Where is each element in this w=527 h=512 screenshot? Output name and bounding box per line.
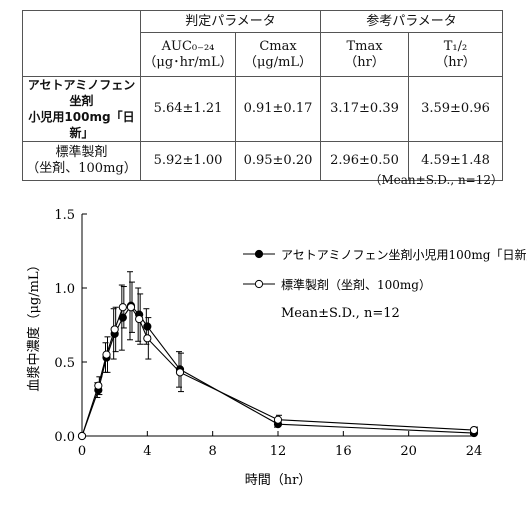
table-cell: 5.64±1.21 bbox=[140, 76, 236, 142]
data-point bbox=[102, 350, 111, 359]
table-cell: 4.59±1.48 bbox=[408, 141, 503, 181]
data-point bbox=[110, 325, 119, 334]
row-label-line: （坐剤、100mg） bbox=[26, 161, 137, 176]
x-tick-label: 16 bbox=[335, 444, 352, 459]
table-corner-cell bbox=[22, 10, 141, 77]
table-footnote: （Mean±S.D., n=12） bbox=[369, 173, 503, 187]
data-point bbox=[273, 415, 283, 424]
x-tick-label: 20 bbox=[400, 444, 417, 459]
legend-marker bbox=[254, 279, 264, 289]
param-name: T₁/₂ bbox=[443, 38, 468, 54]
y-axis-label: 血漿中濃度（μg/mL） bbox=[26, 258, 42, 391]
data-point bbox=[143, 334, 152, 343]
table-cell: 2.96±0.50 bbox=[320, 141, 409, 181]
table-cell: 0.95±0.20 bbox=[235, 141, 321, 181]
y-tick-label: 0.0 bbox=[54, 430, 75, 445]
row-label-line: 小児用100mg「日新」 bbox=[28, 110, 135, 140]
y-tick-label: 0.5 bbox=[54, 356, 75, 371]
pk-parameters-table: 判定パラメータ 参考パラメータ AUC₀₋₂₄ （μg･hr/mL） Cmax （μ… bbox=[22, 10, 503, 181]
data-point bbox=[135, 314, 144, 324]
x-tick-label: 0 bbox=[78, 444, 86, 459]
data-point bbox=[175, 368, 185, 377]
legend-label: アセトアミノフェン坐剤小児用100mg「日新」 bbox=[281, 247, 527, 262]
row-label-reference: 標準製剤 （坐剤、100mg） bbox=[22, 141, 141, 181]
legend-marker bbox=[254, 249, 264, 259]
table-row: アセトアミノフェン坐剤 小児用100mg「日新」 5.64±1.21 0.91±0… bbox=[22, 76, 503, 142]
table-row: 標準製剤 （坐剤、100mg） 5.92±1.00 0.95±0.20 2.96±… bbox=[22, 141, 503, 181]
chart-annotation: Mean±S.D., n=12 bbox=[281, 306, 400, 321]
x-axis-label: 時間（hr） bbox=[245, 473, 312, 488]
y-tick-label: 1.0 bbox=[54, 282, 75, 297]
row-label-line: 標準製剤 bbox=[55, 145, 108, 160]
param-header-auc: AUC₀₋₂₄ （μg･hr/mL） bbox=[140, 32, 236, 77]
table-cell: 0.91±0.17 bbox=[235, 76, 321, 142]
param-unit: （hr） bbox=[344, 54, 385, 70]
param-unit: （μg/mL） bbox=[243, 54, 313, 70]
table-cell: 3.59±0.96 bbox=[408, 76, 503, 142]
data-point bbox=[118, 303, 127, 312]
param-unit: （hr） bbox=[435, 54, 476, 70]
row-label-line: アセトアミノフェン坐剤 bbox=[27, 78, 136, 108]
legend-label: 標準製剤（坐剤、100mg） bbox=[281, 277, 431, 292]
x-tick-label: 12 bbox=[270, 444, 287, 459]
data-point bbox=[77, 431, 87, 441]
x-tick-label: 4 bbox=[143, 444, 151, 459]
data-point bbox=[126, 303, 136, 312]
param-header-thalf: T₁/₂ （hr） bbox=[408, 32, 503, 77]
data-point bbox=[143, 322, 152, 331]
data-point bbox=[469, 425, 479, 435]
param-unit: （μg･hr/mL） bbox=[143, 54, 233, 70]
data-point bbox=[94, 381, 103, 390]
x-tick-label: 24 bbox=[466, 444, 483, 459]
param-name: Cmax bbox=[259, 38, 297, 54]
y-tick-label: 1.5 bbox=[54, 208, 75, 223]
param-header-tmax: Tmax （hr） bbox=[320, 32, 409, 77]
param-name: Tmax bbox=[346, 38, 383, 54]
x-tick-label: 8 bbox=[209, 444, 217, 459]
param-name: AUC₀₋₂₄ bbox=[161, 38, 215, 54]
